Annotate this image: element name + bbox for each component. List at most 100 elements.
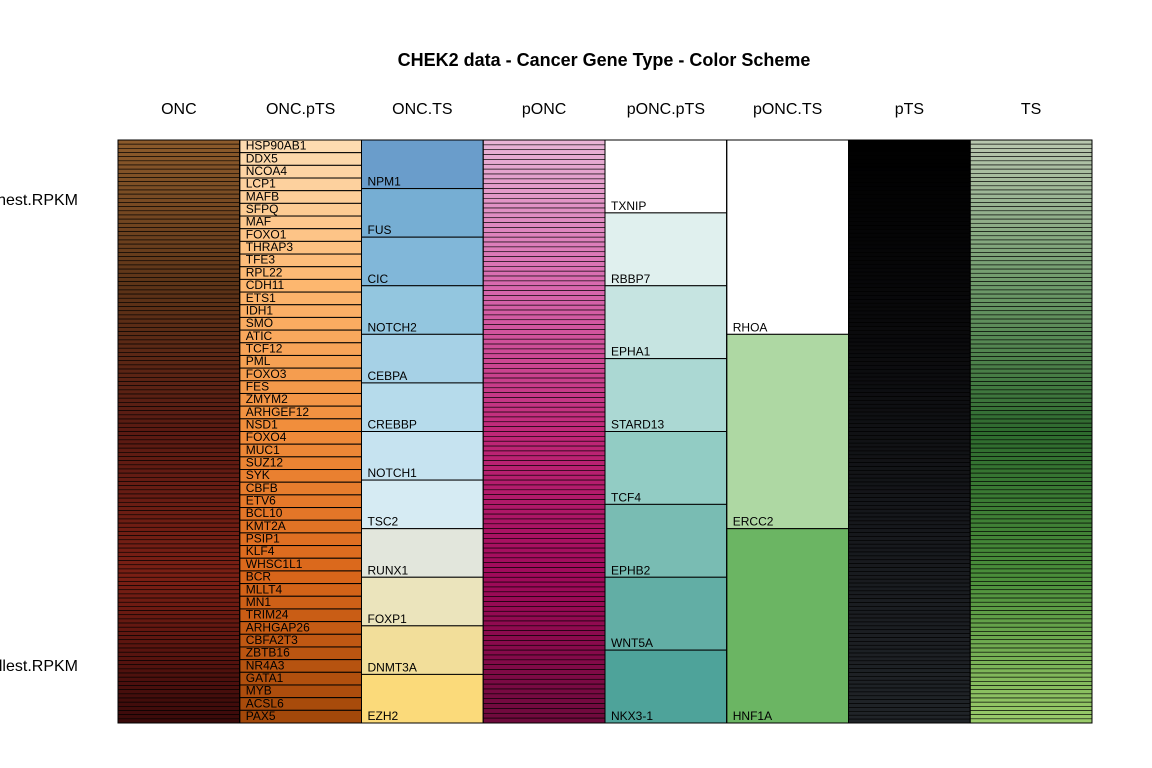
segment-pts-124 xyxy=(848,617,971,623)
column-header-onc-ts: ONC.TS xyxy=(392,101,452,118)
gene-label-cic: CIC xyxy=(368,272,389,286)
segment-onc-53 xyxy=(117,356,241,362)
segment-ponc-35 xyxy=(482,304,606,311)
segment-pts-117 xyxy=(848,590,971,596)
segment-ponc-108 xyxy=(482,659,606,666)
segment-pts-143 xyxy=(848,691,971,697)
gene-label-stard13: STARD13 xyxy=(611,418,664,432)
segment-pts-1 xyxy=(848,139,971,145)
gene-label-runx1: RUNX1 xyxy=(368,563,409,577)
segment-ts-39 xyxy=(969,297,1093,303)
segment-pts-127 xyxy=(848,629,971,634)
segment-pts-61 xyxy=(848,372,971,378)
segment-ts-38 xyxy=(969,293,1093,299)
segment-ponc-27 xyxy=(482,266,606,272)
segment-onc-84 xyxy=(117,485,241,491)
segment-pts-22 xyxy=(848,221,971,226)
segment-onc-81 xyxy=(117,472,241,478)
segment-pts-14 xyxy=(848,190,971,195)
segment-ponc-47 xyxy=(482,363,606,369)
segment-ponc-111 xyxy=(482,674,606,680)
segment-onc-62 xyxy=(117,393,241,399)
segment-pts-54 xyxy=(848,345,971,351)
segment-onc-52 xyxy=(117,352,241,357)
segment-pts-10 xyxy=(848,174,971,180)
segment-ponc-86 xyxy=(482,552,606,559)
segment-onc-ts-6 xyxy=(361,382,484,432)
segment-pts-50 xyxy=(848,330,971,335)
segment-pts-126 xyxy=(848,625,971,631)
segment-onc-96 xyxy=(117,535,241,541)
column-header-ts: TS xyxy=(1021,101,1041,118)
segment-ponc-ts-2 xyxy=(726,333,849,530)
segment-pts-7 xyxy=(848,163,971,168)
segment-ts-71 xyxy=(969,431,1093,436)
segment-ponc-90 xyxy=(482,572,606,578)
segment-ponc-109 xyxy=(482,664,606,670)
gene-label-nr4a3: NR4A3 xyxy=(246,658,285,672)
segment-pts-13 xyxy=(848,186,971,191)
segment-ponc-87 xyxy=(482,557,606,563)
segment-ts-135 xyxy=(969,697,1093,703)
segment-onc-36 xyxy=(117,285,241,291)
segment-ponc-92 xyxy=(482,581,606,588)
segment-onc-8 xyxy=(117,168,241,174)
segment-pts-144 xyxy=(848,695,971,700)
segment-pts-80 xyxy=(848,446,971,452)
segment-pts-49 xyxy=(848,326,971,331)
gene-label-nsd1: NSD1 xyxy=(246,418,278,432)
segment-onc-ts-1 xyxy=(361,139,484,190)
gene-label-suz12: SUZ12 xyxy=(246,456,284,470)
segment-pts-149 xyxy=(848,714,971,720)
segment-ponc-23 xyxy=(482,246,606,253)
segment-onc-122 xyxy=(117,643,241,649)
segment-onc-22 xyxy=(117,227,241,232)
segment-ts-140 xyxy=(969,718,1093,724)
segment-ts-103 xyxy=(969,564,1093,570)
segment-onc-135 xyxy=(117,697,241,703)
segment-onc-109 xyxy=(117,589,241,595)
segment-onc-138 xyxy=(117,710,241,715)
segment-pts-58 xyxy=(848,361,971,366)
segment-pts-6 xyxy=(848,159,971,164)
segment-onc-103 xyxy=(117,564,241,570)
segment-ts-127 xyxy=(969,664,1093,670)
segment-ts-96 xyxy=(969,535,1093,541)
segment-pts-11 xyxy=(848,178,971,184)
segment-onc-89 xyxy=(117,506,241,511)
segment-onc-95 xyxy=(117,531,241,536)
segment-pts-109 xyxy=(848,559,971,564)
segment-ts-50 xyxy=(969,343,1093,349)
segment-onc-133 xyxy=(117,689,241,695)
segment-onc-64 xyxy=(117,402,241,407)
segment-onc-113 xyxy=(117,606,241,611)
segment-ts-70 xyxy=(969,427,1093,432)
segment-onc-114 xyxy=(117,610,241,616)
segment-onc-34 xyxy=(117,277,241,282)
segment-ts-72 xyxy=(969,435,1093,441)
segment-ts-98 xyxy=(969,543,1093,549)
segment-pts-130 xyxy=(848,641,971,646)
segment-onc-72 xyxy=(117,435,241,441)
segment-onc-51 xyxy=(117,347,241,353)
segment-ts-85 xyxy=(969,489,1093,495)
segment-ponc-58 xyxy=(482,416,606,423)
segment-ts-123 xyxy=(969,647,1093,653)
segment-pts-63 xyxy=(848,380,971,386)
segment-ponc-5 xyxy=(482,159,606,165)
gene-label-cbfa2t3: CBFA2T3 xyxy=(246,633,298,647)
gene-label-smo: SMO xyxy=(246,316,273,330)
gene-label-maf: MAF xyxy=(246,215,271,229)
segment-ts-33 xyxy=(969,272,1093,278)
row-label-bottom: llest.RPKM xyxy=(0,658,78,675)
segment-ponc-81 xyxy=(482,528,606,534)
gene-label-ncoa4: NCOA4 xyxy=(246,164,288,178)
segment-ponc-48 xyxy=(482,368,606,374)
segment-pts-65 xyxy=(848,388,971,393)
segment-onc-127 xyxy=(117,664,241,670)
segment-pts-85 xyxy=(848,466,971,471)
segment-ponc-44 xyxy=(482,348,606,355)
segment-ts-117 xyxy=(969,622,1093,628)
segment-pts-100 xyxy=(848,524,971,529)
segment-ts-82 xyxy=(969,477,1093,482)
